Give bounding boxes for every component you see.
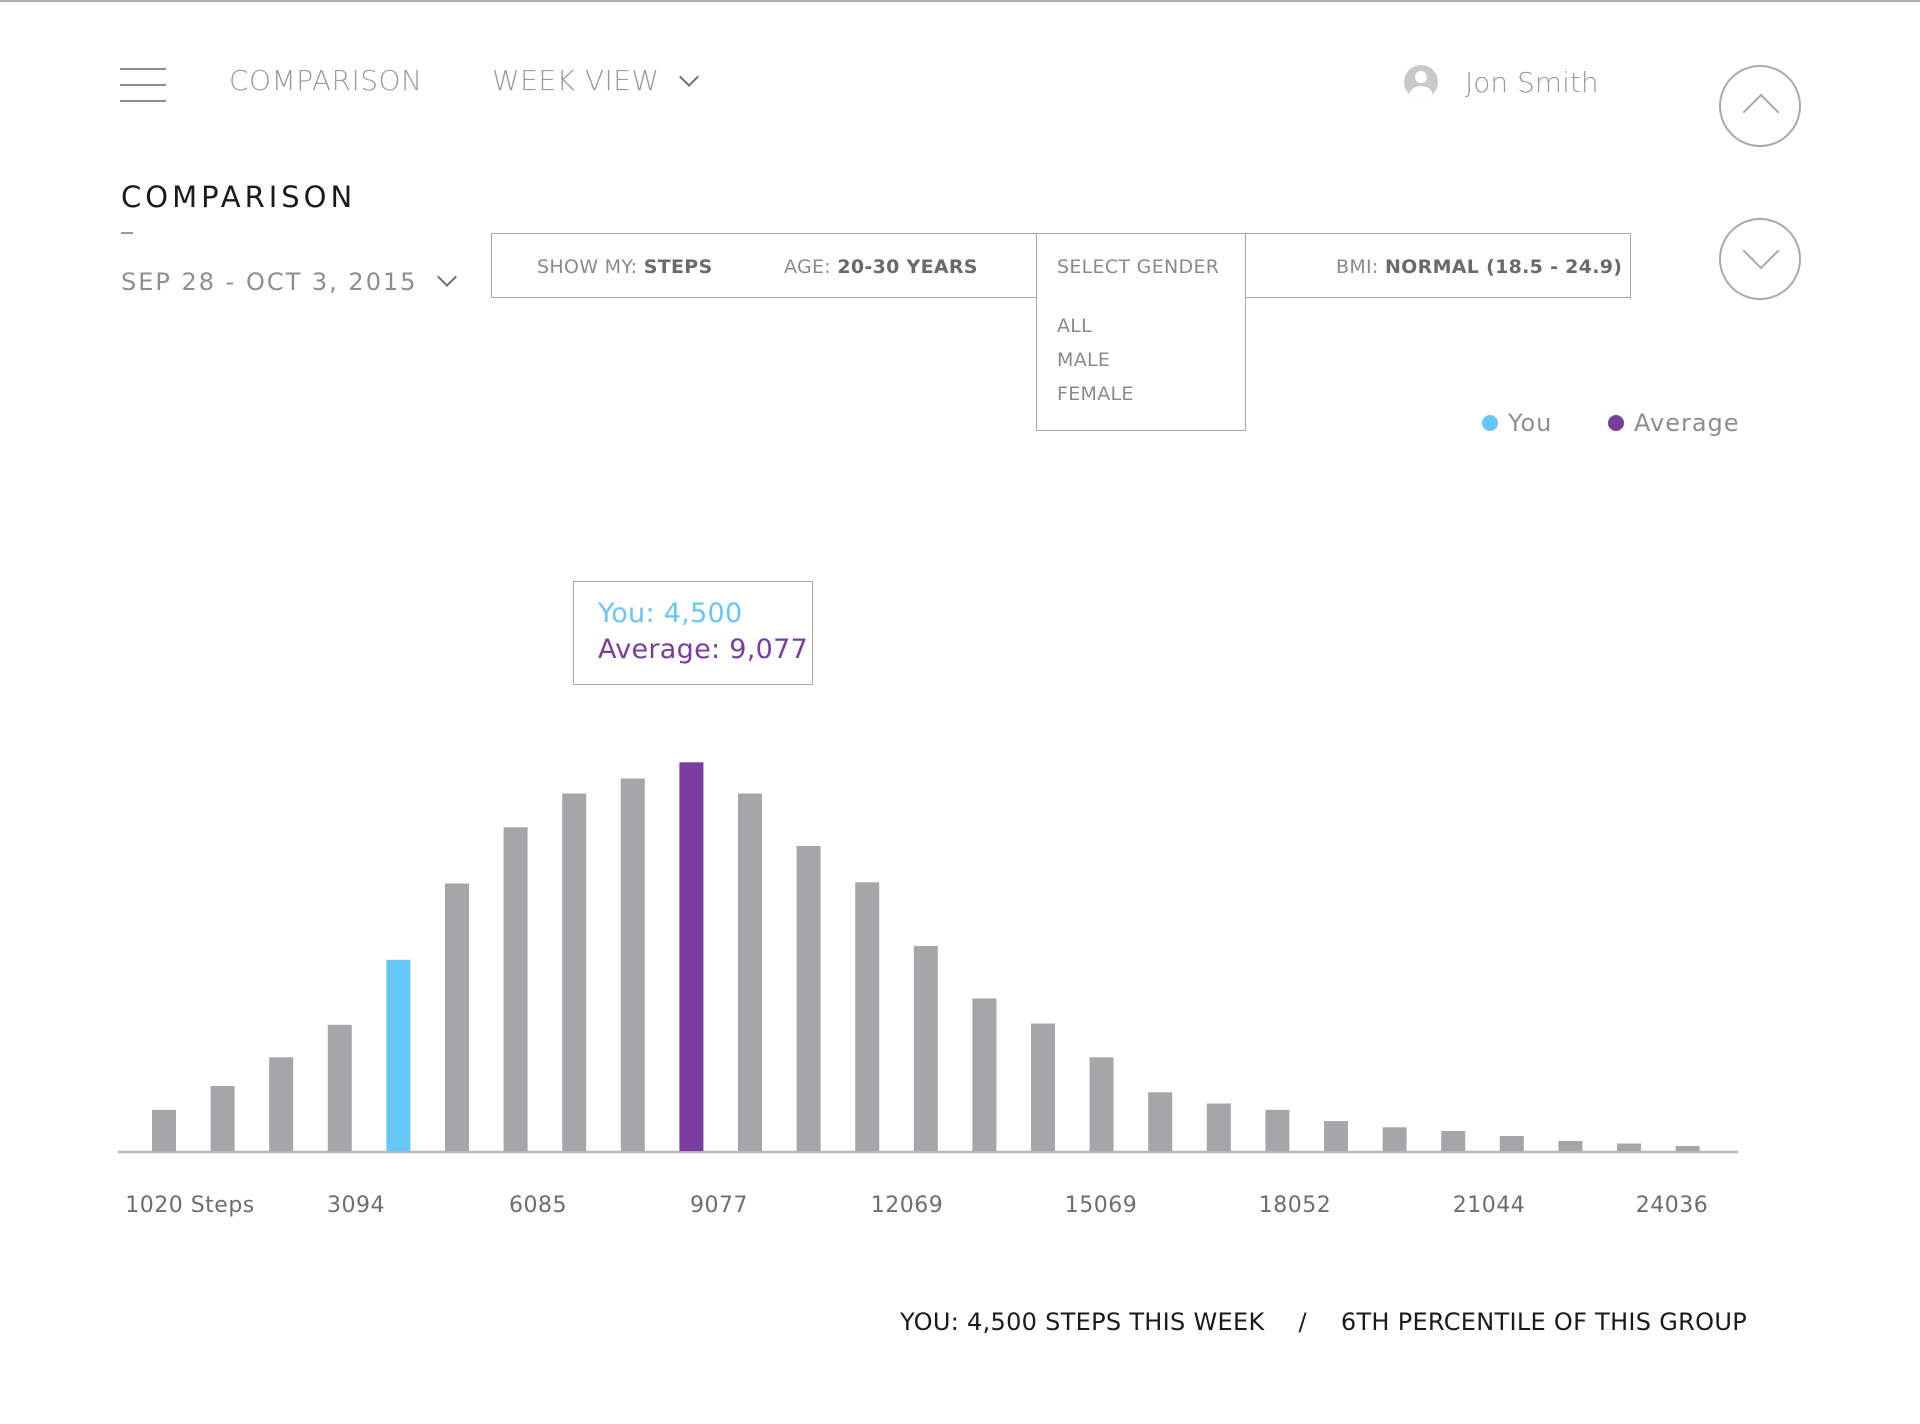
legend-average: Average: [1608, 409, 1740, 437]
scroll-up-button[interactable]: [1719, 65, 1801, 147]
histogram-bar[interactable]: [1031, 1023, 1055, 1152]
histogram-bar[interactable]: [1206, 1103, 1231, 1152]
x-tick-label: 24036: [1636, 1193, 1709, 1218]
histogram-bar[interactable]: [1265, 1109, 1290, 1152]
x-tick-label: 6085: [509, 1193, 567, 1218]
histogram-bar[interactable]: [855, 882, 880, 1152]
page-title: COMPARISON: [121, 180, 357, 214]
chevron-down-icon: [678, 67, 699, 87]
histogram-bar[interactable]: [327, 1024, 352, 1152]
top-divider: [0, 0, 1920, 2]
title-dash: [121, 232, 133, 234]
x-tick-label: 15069: [1065, 1193, 1138, 1218]
histogram-bar[interactable]: [1324, 1121, 1348, 1151]
date-range-selector[interactable]: SEP 28 - OCT 3, 2015: [121, 267, 457, 296]
filter-show-label: SHOW MY:: [537, 256, 638, 278]
filter-age[interactable]: AGE: 20-30 YEARS: [784, 256, 978, 278]
user-profile[interactable]: Jon Smith: [1404, 62, 1599, 102]
x-tick-label: 3094: [327, 1193, 385, 1218]
nav-comparison[interactable]: COMPARISON: [229, 64, 423, 97]
chevron-up-icon: [1742, 93, 1780, 131]
chevron-down-icon: [436, 267, 457, 287]
histogram-bar[interactable]: [1148, 1092, 1173, 1152]
histogram-bar[interactable]: [562, 793, 587, 1152]
legend-you-label: You: [1508, 409, 1553, 437]
tooltip-you-value: You: 4,500: [598, 598, 743, 629]
gender-dropdown[interactable]: SELECT GENDER ALL MALE FEMALE: [1036, 233, 1246, 431]
filter-bmi[interactable]: BMI: NORMAL (18.5 - 24.9): [1336, 256, 1622, 278]
chart-tooltip: You: 4,500 Average: 9,077: [573, 581, 813, 685]
tooltip-average-value: Average: 9,077: [598, 634, 809, 665]
gender-option-female[interactable]: FEMALE: [1057, 383, 1134, 405]
filter-bmi-label: BMI:: [1336, 256, 1379, 278]
histogram-bar[interactable]: [972, 998, 997, 1152]
histogram-bar[interactable]: [1089, 1057, 1114, 1152]
x-tick-label: 12069: [871, 1193, 944, 1218]
x-tick-label: 9077: [690, 1193, 748, 1218]
legend-you: You: [1482, 409, 1552, 437]
histogram-bar[interactable]: [210, 1086, 235, 1151]
histogram-bar[interactable]: [1441, 1131, 1466, 1151]
histogram-bar[interactable]: [1382, 1127, 1407, 1152]
histogram-bar[interactable]: [1499, 1136, 1524, 1151]
x-tick-label: 18052: [1259, 1193, 1332, 1218]
user-name: Jon Smith: [1465, 65, 1599, 99]
legend-average-swatch: [1608, 415, 1624, 431]
x-tick-label: 21044: [1453, 1193, 1526, 1218]
legend-you-swatch: [1482, 415, 1498, 431]
histogram-bar[interactable]: [620, 778, 645, 1152]
summary-percentile: 6TH PERCENTILE OF THIS GROUP: [1340, 1308, 1747, 1336]
summary-you-steps: YOU: 4,500 STEPS THIS WEEK: [900, 1308, 1265, 1336]
summary-footer: YOU: 4,500 STEPS THIS WEEK / 6TH PERCENTIL…: [900, 1308, 1747, 1336]
filter-show-value: STEPS: [643, 256, 713, 278]
gender-option-male[interactable]: MALE: [1057, 349, 1111, 371]
gender-option-all[interactable]: ALL: [1057, 315, 1093, 337]
histogram-bar[interactable]: [445, 883, 469, 1152]
hamburger-menu-icon[interactable]: [120, 68, 166, 102]
histogram-bar[interactable]: [269, 1057, 294, 1152]
histogram-bar[interactable]: [503, 827, 528, 1152]
histogram-bar[interactable]: [1617, 1143, 1641, 1152]
week-view-label: WEEK VIEW: [492, 64, 660, 97]
chevron-down-icon: [1742, 232, 1780, 270]
histogram-bar[interactable]: [152, 1109, 176, 1152]
filter-bmi-value: NORMAL (18.5 - 24.9): [1384, 256, 1623, 278]
histogram-bar[interactable]: [796, 846, 821, 1151]
legend-average-label: Average: [1634, 409, 1740, 437]
histogram-bar[interactable]: [913, 946, 938, 1151]
scroll-down-button[interactable]: [1719, 218, 1801, 300]
filter-age-label: AGE:: [784, 256, 831, 278]
histogram-bar[interactable]: [1675, 1146, 1700, 1151]
date-range-label: SEP 28 - OCT 3, 2015: [121, 268, 418, 296]
summary-separator: /: [1298, 1308, 1307, 1336]
gender-dropdown-title: SELECT GENDER: [1057, 256, 1220, 278]
user-avatar-icon: [1404, 65, 1438, 99]
filter-age-value: 20-30 YEARS: [837, 256, 978, 278]
histogram-bar[interactable]: [1558, 1141, 1583, 1151]
histogram-bar[interactable]: [738, 793, 762, 1152]
filter-show-my[interactable]: SHOW MY: STEPS: [537, 256, 712, 278]
week-view-dropdown[interactable]: WEEK VIEW: [492, 64, 699, 97]
histogram-bar-average[interactable]: [679, 762, 704, 1152]
histogram-bar-you[interactable]: [386, 959, 411, 1152]
x-tick-label: 1020 Steps: [125, 1193, 255, 1218]
